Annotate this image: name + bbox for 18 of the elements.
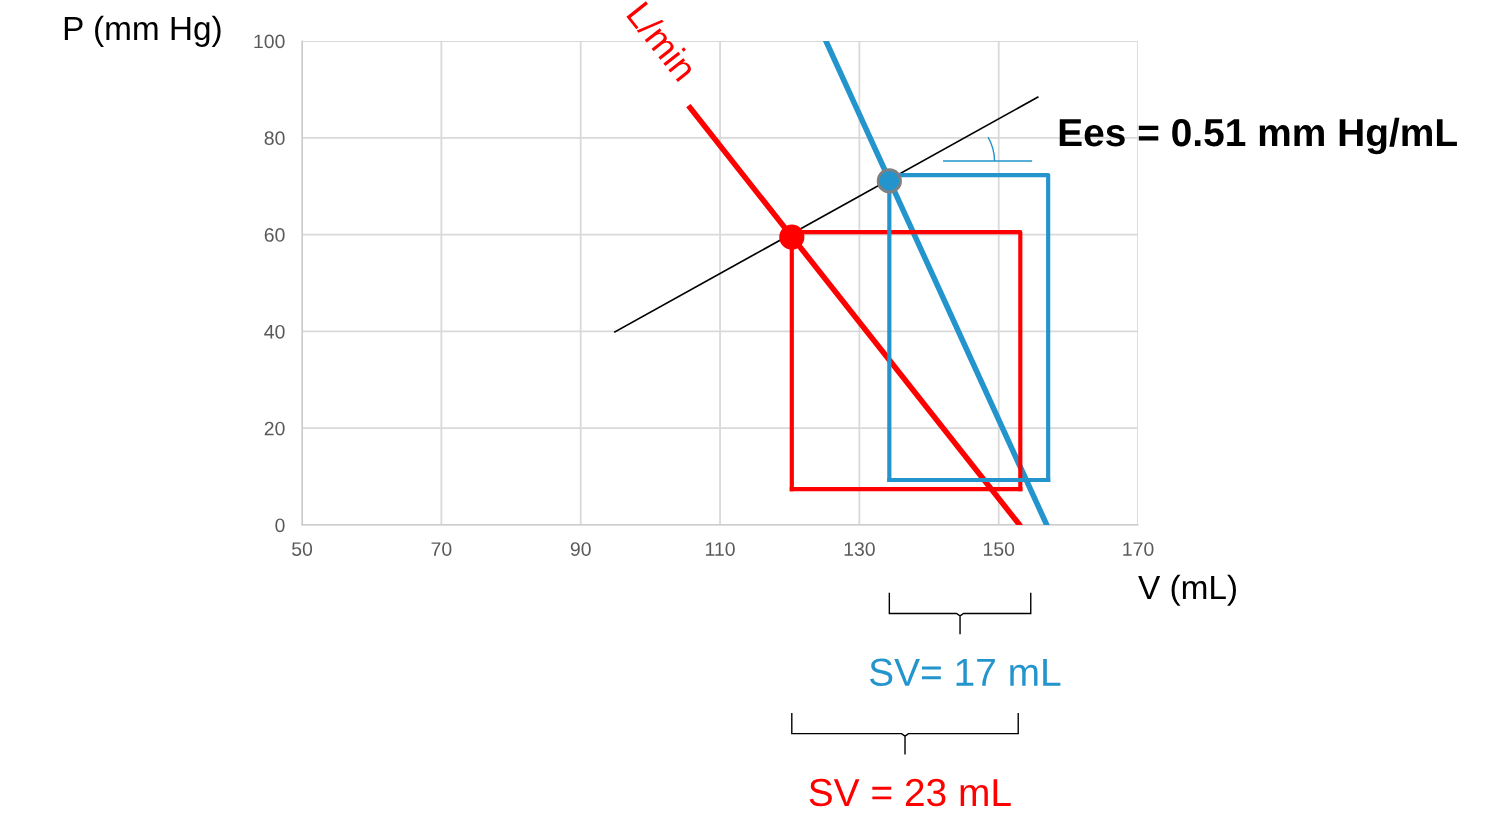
x-tick-label: 170 <box>1123 542 1154 556</box>
y-tick-label: 0 <box>275 518 285 533</box>
y-tick-label: 40 <box>264 324 285 339</box>
x-tick-label: 130 <box>844 542 875 556</box>
x-tick-label: 90 <box>570 542 591 556</box>
series-label: Ees = 0.51 mm Hg/mL <box>1059 117 1457 155</box>
y-tick-label: 20 <box>264 421 285 436</box>
text: SV = 23 mL <box>809 778 1011 807</box>
y-tick-label: 100 <box>254 34 285 49</box>
y-tick-label: 60 <box>264 228 285 242</box>
text: SV= 17 mL <box>869 658 1061 687</box>
x-tick-label: 110 <box>706 542 735 556</box>
x-axis-title: V (mL) <box>1138 574 1236 606</box>
x-tick-label: 50 <box>292 542 313 556</box>
x-tick-label: 150 <box>983 542 1015 556</box>
y-tick-label: 80 <box>264 131 285 146</box>
y-axis-title: P (mm Hg) <box>64 15 221 47</box>
x-tick-label: 70 <box>431 542 452 556</box>
